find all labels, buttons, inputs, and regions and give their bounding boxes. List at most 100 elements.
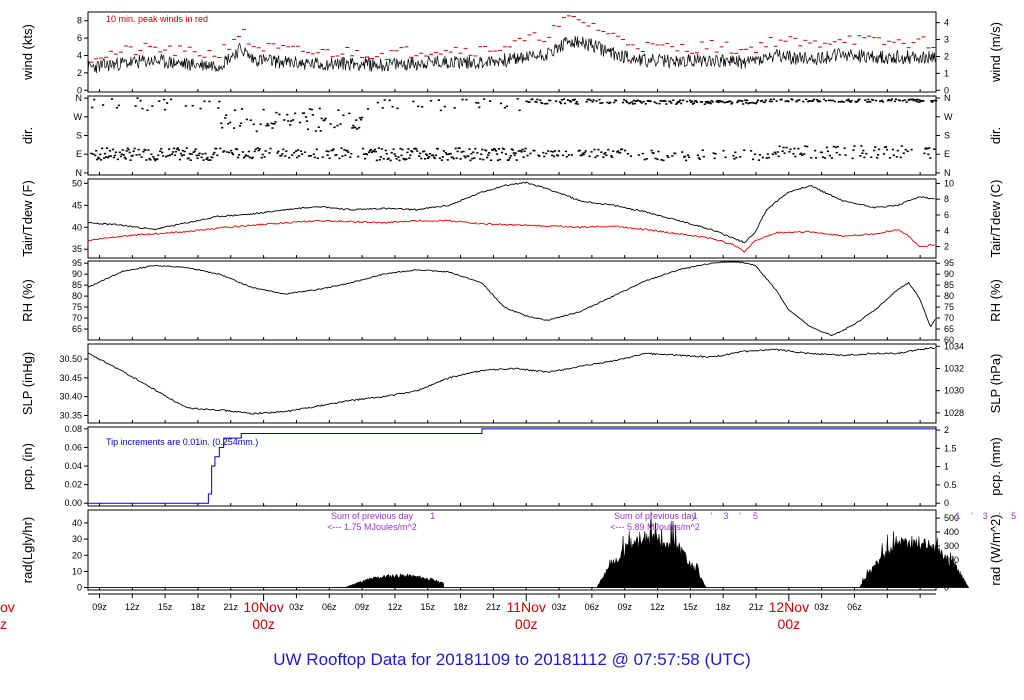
dir-point	[491, 149, 495, 152]
ytick-label-rh: 70	[72, 313, 82, 323]
dir-point	[262, 108, 265, 111]
dir-point	[505, 105, 508, 108]
rad-hour-mark: '	[971, 511, 973, 521]
dir-point	[829, 99, 832, 102]
dir-point	[644, 103, 647, 105]
ytick-label-right-slp: 1028	[944, 408, 964, 418]
dir-point	[781, 150, 784, 152]
dir-point	[813, 98, 816, 101]
dir-point	[700, 101, 703, 103]
rad-sum-2-line2: <--- 5.89 MJoules/m^2	[610, 522, 700, 532]
dir-point	[411, 151, 414, 153]
dir-point	[252, 123, 255, 126]
dir-point	[765, 157, 768, 159]
dir-point	[468, 148, 471, 150]
dir-point	[286, 113, 289, 116]
dir-point	[183, 150, 186, 153]
ytick-label-rh: 65	[72, 324, 82, 334]
dir-point	[120, 153, 123, 156]
dir-point	[201, 153, 204, 155]
dir-point	[842, 101, 845, 103]
dir-point	[714, 152, 717, 155]
dir-point	[348, 112, 351, 115]
ytick-label-right-wind: 3	[944, 35, 949, 45]
dir-point	[196, 157, 199, 160]
ylabel-right-wind: wind (m/s)	[988, 22, 1003, 83]
dir-point	[94, 154, 97, 157]
dir-point	[805, 98, 808, 101]
dir-point	[901, 99, 904, 102]
dir-point	[117, 104, 120, 107]
dir-point	[228, 151, 231, 154]
ytick-label-right-temp: 4	[944, 226, 949, 236]
dir-point	[303, 151, 307, 154]
ytick-label-pcp: 0.04	[64, 461, 82, 471]
dir-point	[639, 101, 642, 103]
dir-point	[694, 100, 698, 102]
dir-point	[226, 151, 229, 153]
dir-point	[401, 148, 404, 151]
dir-point	[455, 157, 458, 160]
ytick-label-wind: 6	[77, 33, 82, 43]
dir-point	[653, 101, 656, 103]
dir-point	[386, 158, 389, 161]
dir-point	[396, 107, 399, 110]
dir-point	[313, 156, 316, 159]
dir-point	[812, 99, 815, 102]
dir-point	[249, 119, 252, 122]
dir-point	[782, 146, 785, 149]
dir-point	[238, 124, 242, 127]
dir-point	[257, 149, 260, 152]
ytick-label-slp: 30.50	[59, 354, 82, 364]
dir-point	[932, 99, 935, 102]
dir-point	[367, 151, 371, 154]
dir-point	[852, 149, 855, 152]
dir-point	[268, 152, 271, 154]
dir-point	[454, 147, 457, 150]
dir-point	[203, 100, 206, 103]
dir-point	[853, 145, 856, 147]
dir-point	[846, 99, 849, 102]
dir-point	[804, 145, 807, 148]
dir-point	[933, 148, 936, 150]
dir-point	[317, 126, 320, 128]
dir-point	[443, 105, 446, 108]
dir-point	[166, 102, 169, 104]
dir-point	[308, 108, 312, 110]
dir-point	[721, 100, 724, 103]
dir-point	[890, 98, 894, 100]
ylabel-temp: Tair/Tdew (F)	[20, 180, 35, 257]
dir-point	[355, 119, 358, 121]
dir-point	[898, 99, 901, 102]
dir-point	[550, 150, 553, 153]
dir-point	[640, 102, 643, 104]
ytick-label-wind: 8	[77, 16, 82, 26]
dir-point	[711, 101, 714, 103]
dir-point	[661, 100, 664, 102]
dir-point	[103, 152, 107, 155]
dir-point	[119, 155, 122, 158]
dir-point	[477, 102, 480, 104]
dir-point	[771, 153, 774, 156]
dir-point	[178, 158, 182, 161]
dir-point	[632, 99, 635, 102]
dir-point	[261, 153, 264, 156]
dir-point	[659, 100, 662, 102]
dir-point	[494, 150, 498, 152]
dir-point	[92, 153, 95, 155]
dir-point	[581, 152, 584, 155]
dir-point	[336, 124, 339, 127]
dir-point	[856, 100, 859, 103]
rad-area	[596, 511, 707, 589]
dir-point	[881, 101, 885, 103]
dir-point	[118, 151, 121, 154]
dir-point	[513, 154, 516, 156]
dir-point	[539, 99, 542, 101]
dir-point	[390, 151, 393, 154]
dir-point	[608, 102, 611, 105]
dir-point	[637, 154, 640, 156]
dir-point	[512, 152, 515, 154]
dir-point	[561, 154, 565, 157]
dir-point	[316, 157, 319, 160]
dir-point	[432, 156, 436, 159]
